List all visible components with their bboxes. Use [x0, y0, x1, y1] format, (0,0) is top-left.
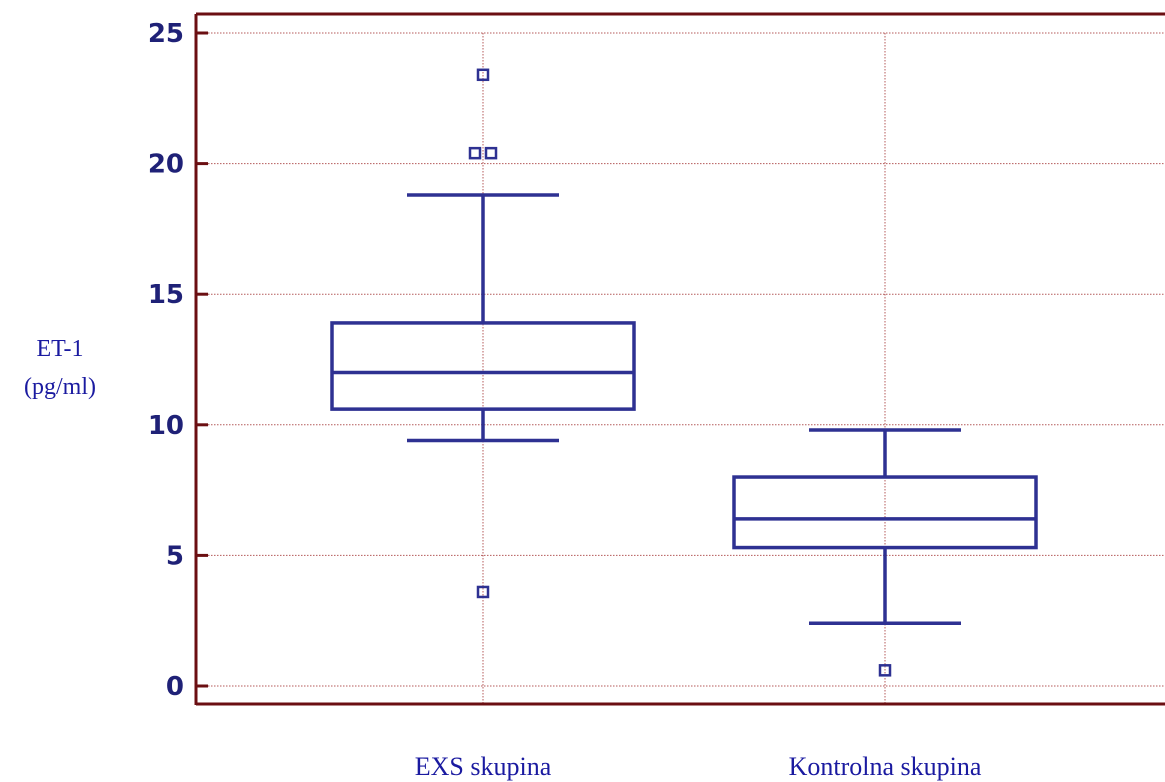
y-axis-title-line2: (pg/ml) [24, 374, 96, 400]
axes [194, 12, 1165, 706]
y-tick-label: 10 [148, 411, 184, 441]
category-labels: EXS skupina Kontrolna skupina [415, 752, 982, 781]
category-label: EXS skupina [415, 752, 552, 781]
y-tick-labels: 0 5 10 15 20 25 [148, 19, 184, 702]
box-group [330, 68, 636, 599]
outlier-point [878, 664, 892, 677]
outlier-point [484, 146, 498, 160]
outlier-point [468, 146, 482, 160]
box-series [330, 68, 1038, 677]
outlier-point [476, 585, 490, 599]
y-tick-label: 25 [148, 19, 184, 49]
y-tick-label: 15 [148, 280, 184, 310]
y-tick-label: 5 [166, 541, 184, 571]
grid-lines [196, 32, 1165, 704]
outlier-point [476, 68, 490, 82]
box-group [732, 428, 1038, 677]
box-iqr [732, 475, 1038, 550]
box-iqr [330, 321, 636, 411]
y-tick-label: 20 [148, 150, 184, 180]
category-label: Kontrolna skupina [789, 752, 982, 781]
y-tick-label: 0 [166, 672, 184, 702]
y-axis-title-line1: ET-1 [36, 336, 83, 362]
